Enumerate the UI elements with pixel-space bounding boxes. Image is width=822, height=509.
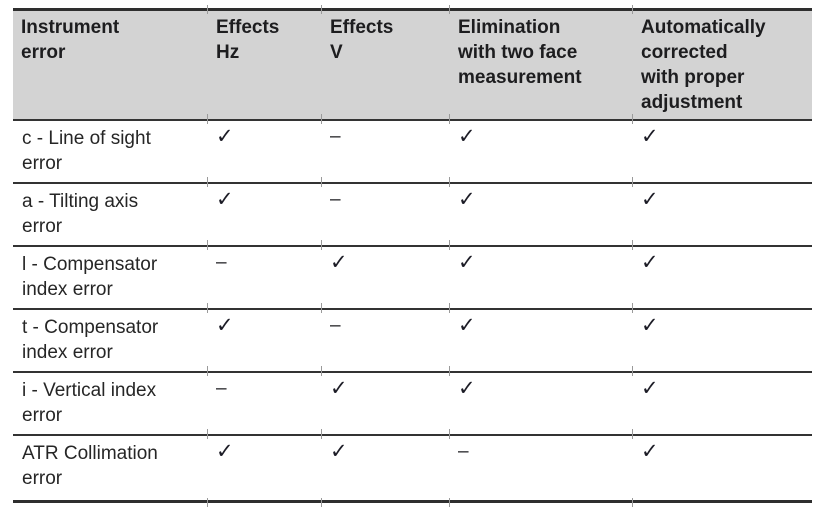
cell-effects-hz: – (207, 366, 322, 434)
instrument-error-table: Instrument error Effects Hz Effects V El… (13, 5, 812, 507)
row-label: t - Compensator index error (22, 317, 159, 363)
cell-elimination-two-face: – (449, 429, 633, 507)
cell-effects-v: – (321, 114, 450, 182)
table-row-compensator-index-l: l - Compensator index error – ✓ ✓ ✓ (13, 240, 812, 308)
cell-effects-v: ✓ (321, 366, 450, 434)
row-label: l - Compensator index error (22, 254, 158, 300)
cell-effects-v: ✓ (321, 240, 450, 308)
cell-elimination-two-face: ✓ (449, 240, 633, 308)
table-row-tilting-axis: a - Tilting axis error ✓ – ✓ ✓ (13, 177, 812, 245)
cell-elimination-two-face: ✓ (449, 177, 633, 245)
row-label: ATR Collimation error (22, 443, 158, 489)
cell-auto-corrected: ✓ (632, 429, 812, 507)
header-elimination-two-face: Elimination with two face measurement (449, 5, 633, 119)
header-effects-v: Effects V (321, 5, 450, 119)
cell-auto-corrected: ✓ (632, 366, 812, 434)
row-label: c - Line of sight error (22, 128, 151, 174)
cell-effects-hz: – (207, 240, 322, 308)
cell-effects-hz: ✓ (207, 177, 322, 245)
cell-auto-corrected: ✓ (632, 114, 812, 182)
cell-effects-hz: ✓ (207, 114, 322, 182)
table-row-vertical-index: i - Vertical index error – ✓ ✓ ✓ (13, 366, 812, 434)
header-auto-corrected: Automatically corrected with proper adju… (632, 5, 812, 119)
header-effects-hz: Effects Hz (207, 5, 322, 119)
cell-elimination-two-face: ✓ (449, 366, 633, 434)
cell-auto-corrected: ✓ (632, 303, 812, 371)
cell-auto-corrected: ✓ (632, 177, 812, 245)
cell-elimination-two-face: ✓ (449, 114, 633, 182)
cell-effects-hz: ✓ (207, 429, 322, 507)
cell-effects-v: – (321, 303, 450, 371)
table-row-line-of-sight: c - Line of sight error ✓ – ✓ ✓ (13, 114, 812, 182)
header-row: Instrument error Effects Hz Effects V El… (13, 5, 812, 119)
table-row-atr-collimation: ATR Collimation error ✓ ✓ – ✓ (13, 429, 812, 507)
cell-effects-hz: ✓ (207, 303, 322, 371)
cell-auto-corrected: ✓ (632, 240, 812, 308)
cell-effects-v: – (321, 177, 450, 245)
row-label: a - Tilting axis error (22, 191, 139, 237)
row-label: i - Vertical index error (22, 380, 157, 426)
header-instrument-error: Instrument error (21, 17, 120, 63)
cell-effects-v: ✓ (321, 429, 450, 507)
table-row-compensator-index-t: t - Compensator index error ✓ – ✓ ✓ (13, 303, 812, 371)
cell-elimination-two-face: ✓ (449, 303, 633, 371)
